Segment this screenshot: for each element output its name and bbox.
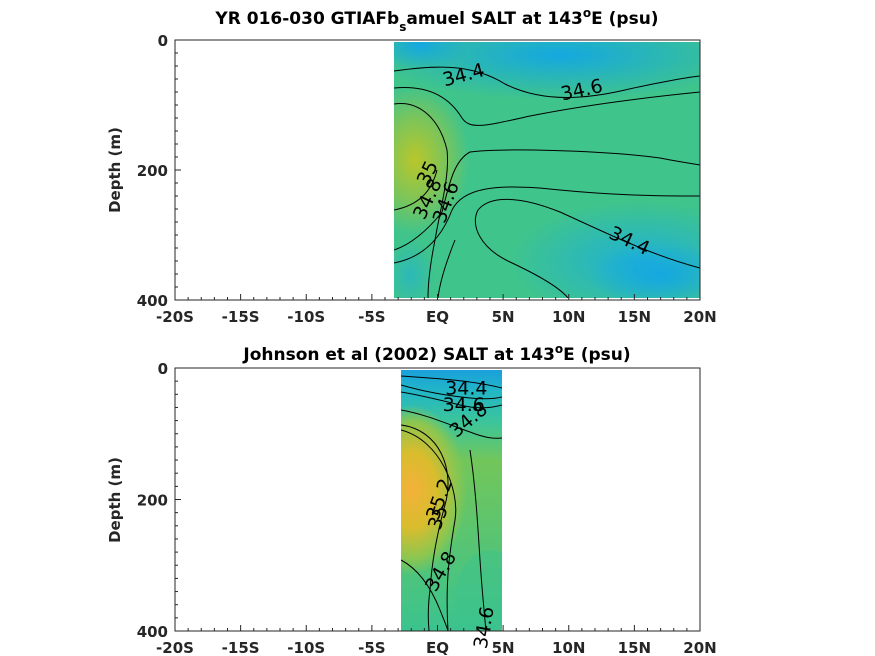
x-tick-label: 10N xyxy=(552,639,585,656)
x-tick-label: 5N xyxy=(492,308,515,326)
panel-2-x-ticks: -20S -15S -10S -5S EQ 5N 10N 15N 20N xyxy=(156,625,717,656)
x-tick-label: 15N xyxy=(618,639,651,656)
x-tick-label: -20S xyxy=(156,308,194,326)
x-tick-label: -15S xyxy=(222,639,260,656)
panel-1: YR 016-030 GTIAFbsamuel SALT at 143oE (p… xyxy=(106,6,717,326)
x-tick-label: -20S xyxy=(156,639,194,656)
y-tick-label: 200 xyxy=(137,492,168,510)
panel-2-contour-lines xyxy=(401,375,502,631)
x-tick-label: EQ xyxy=(426,639,449,656)
x-tick-label: -10S xyxy=(287,308,325,326)
x-tick-label: -5S xyxy=(358,308,385,326)
y-tick-label: 0 xyxy=(158,32,168,50)
x-tick-label: 20N xyxy=(683,639,716,656)
x-tick-label: 10N xyxy=(552,308,585,326)
x-tick-label: -10S xyxy=(287,639,325,656)
contour-label: 34.6 xyxy=(443,394,485,416)
contour-label: 34.4 xyxy=(445,378,487,400)
y-tick-label: 400 xyxy=(137,623,168,641)
panel-1-y-axis-label: Depth (m) xyxy=(106,127,124,213)
y-tick-label: 400 xyxy=(137,292,168,310)
panel-2-y-axis-label: Depth (m) xyxy=(106,457,124,543)
panel-1-y-ticks: 0 200 400 xyxy=(137,32,181,310)
x-tick-label: -15S xyxy=(222,308,260,326)
panel-2-title: Johnson et al (2002) SALT at 143oE (psu) xyxy=(242,342,630,365)
panel-1-x-ticks: -20S -15S -10S -5S EQ 5N 10N 15N 20N xyxy=(156,294,717,326)
y-tick-label: 200 xyxy=(137,162,168,180)
x-tick-label: 5N xyxy=(492,639,515,656)
x-tick-label: EQ xyxy=(426,308,449,326)
panel-2-y-ticks: 0 200 400 xyxy=(137,360,181,641)
panel-2: Johnson et al (2002) SALT at 143oE (psu)… xyxy=(106,342,717,656)
panel-1-contour-lines xyxy=(394,66,700,298)
y-tick-label: 0 xyxy=(158,360,168,378)
panel-1-title: YR 016-030 GTIAFbsamuel SALT at 143oE (p… xyxy=(214,6,658,34)
x-tick-label: -5S xyxy=(358,639,385,656)
x-tick-label: 20N xyxy=(683,308,716,326)
x-tick-label: 15N xyxy=(618,308,651,326)
